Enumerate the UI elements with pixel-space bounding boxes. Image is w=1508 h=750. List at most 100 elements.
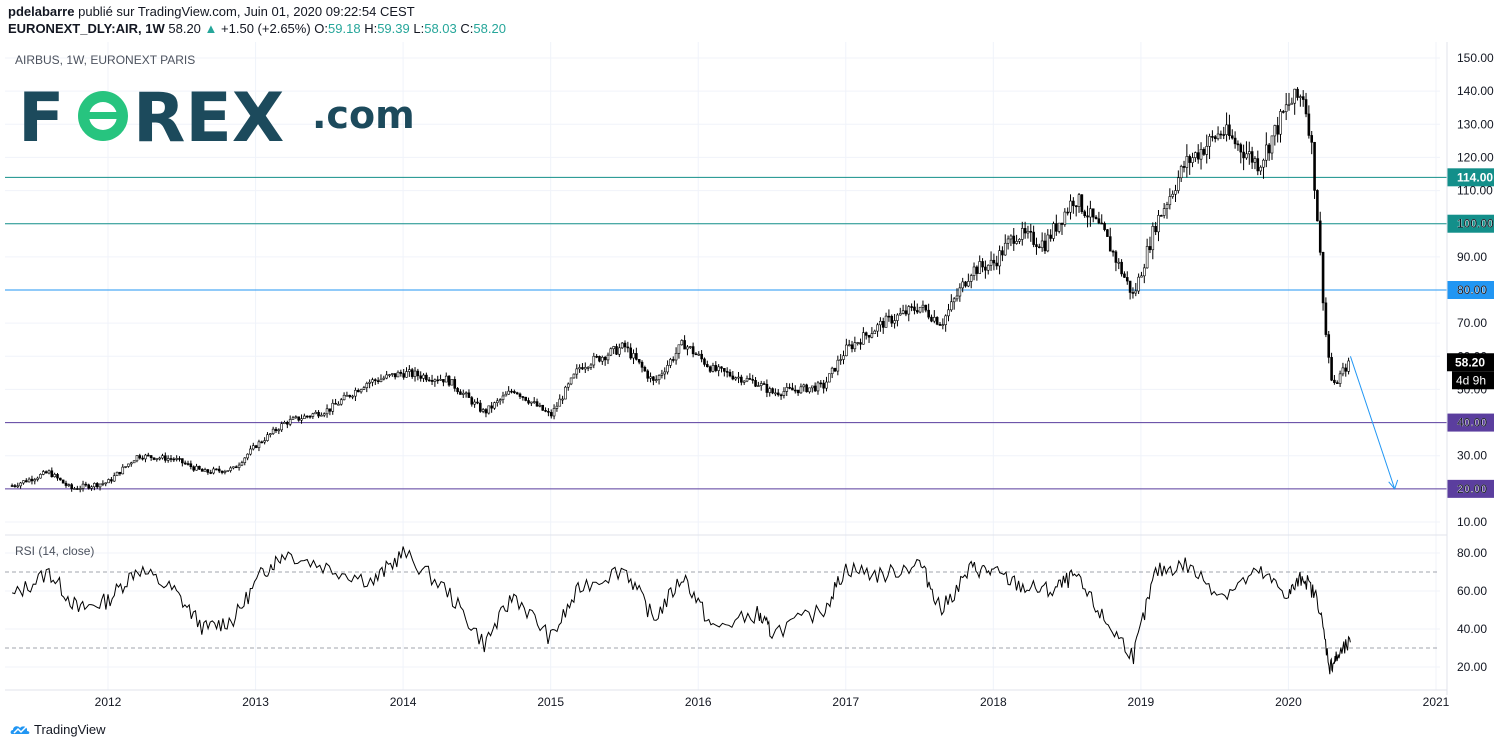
candle-body — [183, 462, 187, 465]
candle-body — [1290, 102, 1294, 105]
candle-body — [297, 416, 300, 421]
candle-body — [30, 478, 34, 482]
candle-body — [975, 266, 979, 274]
candle-body — [1316, 190, 1319, 222]
candle-body — [609, 348, 613, 356]
candle-body — [796, 389, 800, 394]
candle-body — [217, 468, 221, 472]
candle-body — [774, 392, 777, 395]
candle-body — [254, 445, 258, 448]
candle-body — [1213, 136, 1217, 140]
candle-body — [345, 394, 349, 397]
logo-letters-rex: REX — [133, 79, 284, 158]
candle-body — [337, 403, 340, 406]
candle-body — [669, 359, 672, 366]
candle-body — [890, 315, 894, 324]
level-label-bg — [1447, 281, 1494, 299]
price-tick-label: 90.00 — [1457, 250, 1487, 264]
candle-body — [320, 414, 323, 417]
candle-body — [1245, 153, 1248, 159]
candle-body — [300, 418, 303, 421]
candle-body — [107, 479, 110, 484]
candle-body — [1177, 177, 1180, 191]
candle-body — [742, 380, 746, 383]
candle-body — [453, 379, 457, 389]
candle-body — [598, 355, 601, 362]
candle-body — [782, 391, 786, 396]
candle-body — [601, 356, 604, 362]
candle-body — [314, 411, 318, 415]
candle-body — [717, 366, 720, 371]
candle-body — [447, 375, 451, 386]
candle-body — [291, 417, 295, 420]
candle-body — [1094, 216, 1098, 220]
candle-body — [229, 467, 232, 471]
candle-body — [879, 320, 882, 326]
candle-body — [700, 353, 703, 360]
candle-body — [805, 384, 808, 393]
change-value: +1.50 (+2.65%) — [221, 21, 311, 36]
candle-body — [112, 475, 116, 482]
candle-body — [1049, 234, 1052, 239]
candle-body — [288, 419, 292, 425]
candle-body — [623, 342, 627, 348]
candle-body — [910, 306, 913, 308]
tradingview-cloud-icon — [10, 726, 30, 734]
candle-body — [237, 464, 241, 468]
candle-body — [549, 412, 553, 417]
candle-body — [87, 484, 91, 489]
time-tick-label: 2014 — [390, 695, 417, 709]
candle-body — [915, 310, 919, 313]
candle-body — [325, 408, 329, 415]
candle-body — [124, 466, 127, 468]
candle-body — [1162, 208, 1166, 216]
candle-body — [530, 401, 533, 404]
author-name[interactable]: pdelabarre — [8, 4, 75, 19]
candle-body — [1279, 111, 1282, 135]
candle-body — [1032, 231, 1035, 245]
candle-body — [249, 448, 252, 455]
candle-body — [833, 367, 837, 372]
time-tick-label: 2013 — [242, 695, 269, 709]
candle-body — [1006, 238, 1010, 244]
candle-body — [1233, 137, 1237, 145]
candle-body — [896, 314, 899, 321]
candle-body — [393, 373, 397, 378]
candle-body — [677, 344, 681, 354]
candle-body — [972, 266, 976, 276]
candle-body — [152, 457, 156, 460]
candle-body — [853, 342, 857, 350]
rsi-legend: RSI (14, close) — [15, 544, 94, 558]
price-tick-label: 40.00 — [1457, 416, 1487, 430]
candle-body — [467, 392, 471, 398]
candle-body — [785, 387, 789, 392]
candle-body — [1230, 135, 1234, 139]
candle-body — [280, 423, 283, 431]
footer-brand[interactable]: TradingView — [10, 722, 106, 738]
candle-body — [240, 462, 244, 466]
candle-body — [618, 347, 621, 355]
forex-logo: F REX .com — [18, 79, 415, 158]
candle-body — [416, 370, 420, 377]
candle-body — [822, 382, 825, 389]
price-tick-label: 80.00 — [1457, 283, 1487, 297]
candle-body — [1145, 246, 1149, 269]
candle-body — [1046, 234, 1050, 252]
candle-body — [635, 353, 638, 360]
candle-body — [362, 387, 366, 390]
candle-body — [918, 306, 922, 313]
candle-body — [1038, 246, 1041, 249]
candle-body — [1120, 261, 1123, 275]
candle-body — [555, 405, 559, 409]
candle-body — [620, 342, 624, 349]
candle-body — [1083, 211, 1087, 217]
candle-body — [1100, 222, 1104, 225]
candle-body — [493, 402, 496, 409]
candle-body — [67, 484, 71, 486]
candle-body — [867, 335, 871, 338]
candle-body — [10, 485, 14, 487]
tradingview-brand: TradingView — [34, 722, 106, 737]
candle-body — [884, 315, 888, 328]
candle-body — [44, 471, 48, 474]
